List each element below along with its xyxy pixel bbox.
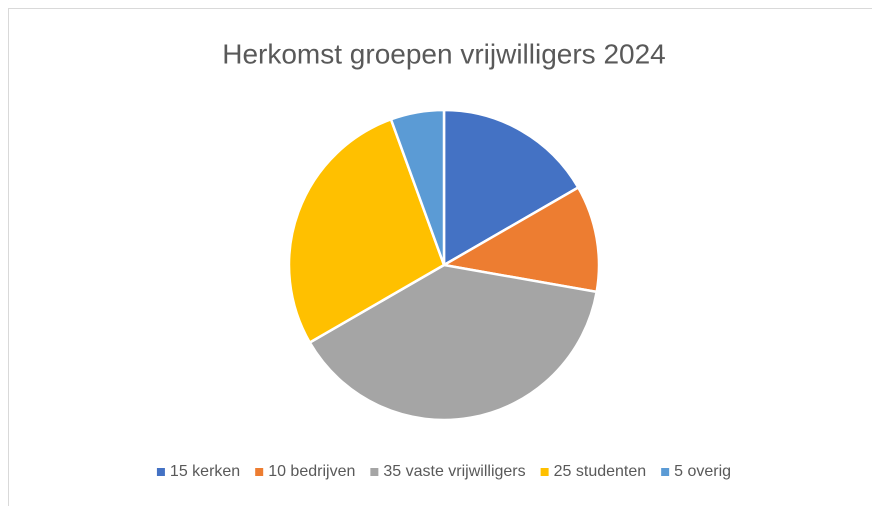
legend-swatch	[370, 468, 379, 476]
pie-slice	[287, 117, 446, 345]
legend-swatch	[540, 468, 549, 476]
legend-label: 10 bedrijven	[268, 463, 355, 480]
pie-slice	[308, 263, 599, 422]
pie-slice	[440, 185, 601, 294]
legend-swatch	[661, 468, 670, 476]
legend-label: 5 overig	[674, 463, 731, 480]
legend-swatch	[255, 468, 264, 476]
legend-label: 35 vaste vrijwilligers	[383, 463, 525, 480]
legend-label: 25 studenten	[554, 463, 647, 480]
pie-slice	[442, 108, 580, 268]
pie-slice	[389, 108, 446, 266]
legend-swatch	[156, 468, 165, 476]
chart-title: Herkomst groepen vrijwilligers 2024	[222, 38, 666, 69]
legend-label: 15 kerken	[170, 463, 240, 480]
legend: 15 kerken 10 bedrijven 35 vaste vrijwillig…	[156, 463, 731, 480]
